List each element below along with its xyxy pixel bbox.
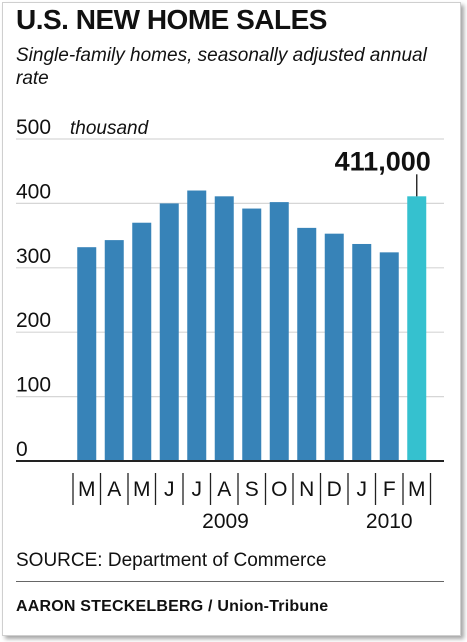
y-unit-label: thousand <box>70 118 150 139</box>
y-tick-label: 200 <box>16 309 51 332</box>
bar <box>297 227 317 461</box>
x-tick-label: J <box>192 478 203 501</box>
x-tick-label: M <box>408 478 426 501</box>
bar <box>379 252 399 461</box>
x-tick-label: O <box>271 478 287 501</box>
x-tick-label: J <box>357 478 368 501</box>
y-axis-ticks: 0 100 200 300 400 500 thousand <box>16 116 150 461</box>
bar <box>214 196 234 462</box>
y-tick-label: 300 <box>16 245 51 268</box>
credit-line: AARON STECKELBERG / Union-Tribune <box>16 598 329 615</box>
bar <box>242 208 262 461</box>
bar-highlight <box>407 196 427 462</box>
x-tick-label: F <box>383 478 396 501</box>
chart-title: U.S. NEW HOME SALES <box>16 4 327 35</box>
bar <box>159 203 179 461</box>
y-tick-label: 100 <box>16 374 51 397</box>
x-tick-label: M <box>78 478 96 501</box>
x-tick-label: A <box>107 478 121 501</box>
bar <box>132 222 152 461</box>
y-tick-label: 500 <box>16 116 51 139</box>
chart-subtitle: Single-family homes, seasonally adjusted… <box>16 45 427 89</box>
year-label: 2009 <box>202 510 249 533</box>
annotations: 411,000 <box>335 146 431 197</box>
y-tick-label: 0 <box>16 438 28 461</box>
bar <box>77 247 97 461</box>
source-note: SOURCE: Department of Commerce <box>16 550 327 571</box>
x-tick-label: A <box>217 478 231 501</box>
x-tick-label: D <box>327 478 342 501</box>
bar <box>269 202 289 461</box>
highlight-value-label: 411,000 <box>335 146 431 176</box>
x-tick-label: J <box>164 478 175 501</box>
divider <box>16 581 444 582</box>
x-tick-label: S <box>245 478 259 501</box>
bar <box>352 243 372 461</box>
bar <box>324 233 344 461</box>
bar <box>104 240 124 461</box>
x-tick-label: M <box>133 478 151 501</box>
bars <box>77 190 427 462</box>
year-label: 2010 <box>366 510 413 533</box>
y-tick-label: 400 <box>16 180 51 203</box>
x-tick-label: N <box>299 478 314 501</box>
bar <box>187 190 207 461</box>
